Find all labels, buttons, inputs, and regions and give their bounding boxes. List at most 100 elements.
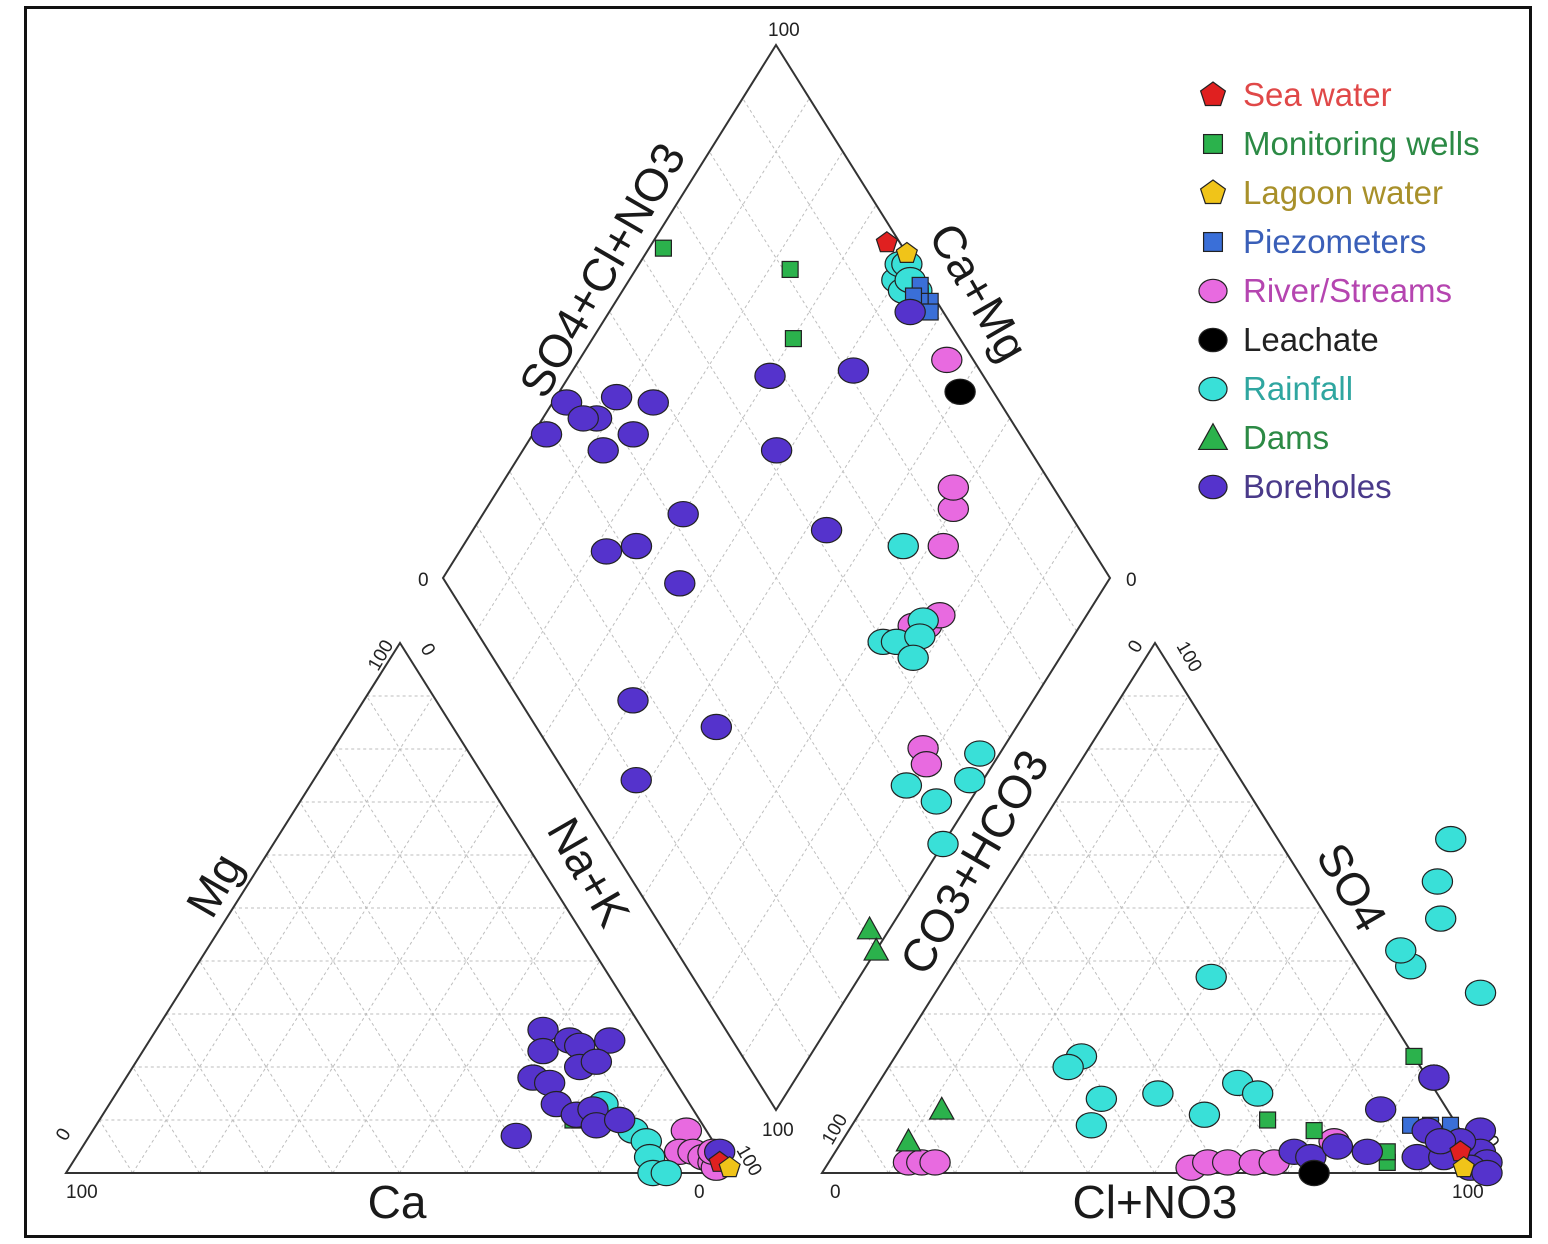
grid-line	[1087, 748, 1355, 1174]
point-anion-dams	[895, 1127, 922, 1152]
tick-diamond-left: 0	[418, 570, 429, 591]
grid-line	[366, 695, 667, 1174]
grid-line	[921, 1013, 1022, 1174]
legend-item-dams: Dams	[1197, 419, 1329, 456]
point-diamond-leachate	[944, 378, 976, 405]
point-anion-boreholes	[1364, 1096, 1397, 1123]
point-cation-lagoon-water	[718, 1155, 741, 1178]
legend-item-lagoon-water: Lagoon water	[1199, 174, 1443, 211]
point-anion-rainfall	[1188, 1101, 1221, 1128]
tick-cation-left: 0	[52, 1125, 75, 1145]
axis-title-mg: Mg	[176, 844, 253, 925]
legend-marker-leachate	[1198, 327, 1228, 353]
point-diamond-river-streams	[937, 474, 970, 501]
legend-label-river-streams: River/Streams	[1243, 272, 1452, 309]
legend-label-piezometers: Piezometers	[1243, 223, 1426, 260]
tick-cation-bottom-right: 0	[694, 1182, 705, 1203]
point-diamond-boreholes	[837, 357, 870, 384]
legend-label-monitoring-wells: Monitoring wells	[1243, 125, 1480, 162]
grid-line	[575, 364, 911, 898]
point-diamond-boreholes	[567, 405, 599, 432]
point-diamond-monitoring-wells	[784, 330, 802, 348]
point-diamond-boreholes	[590, 538, 623, 565]
tick-cation-apex-left: 100	[364, 637, 398, 675]
axis-title-na-k: Na+K	[537, 809, 640, 936]
figure-frame	[24, 6, 1532, 1238]
legend-swatch-piezometers	[1202, 231, 1224, 253]
point-anion-rainfall	[1464, 979, 1497, 1007]
point-diamond-rainfall	[964, 740, 996, 767]
grid-line	[642, 257, 977, 792]
point-cation-boreholes	[594, 1027, 626, 1054]
point-diamond-monitoring-wells	[654, 239, 672, 257]
legend-label-lagoon-water: Lagoon water	[1243, 174, 1443, 211]
point-diamond-boreholes	[894, 298, 926, 326]
point-diamond-river-streams	[910, 751, 943, 778]
legend-item-piezometers: Piezometers	[1202, 223, 1426, 260]
point-anion-boreholes	[1424, 1127, 1457, 1155]
point-diamond-river-streams	[931, 346, 963, 374]
point-anion-monitoring-wells	[1305, 1122, 1323, 1140]
point-diamond-boreholes	[620, 532, 653, 560]
point-anion-rainfall	[1195, 963, 1227, 991]
legend-swatch-rainfall	[1198, 376, 1228, 402]
point-diamond-boreholes	[754, 362, 786, 390]
legend-swatch-monitoring-wells	[1202, 133, 1224, 155]
point-anion-leachate	[1298, 1159, 1330, 1187]
point-cation-boreholes	[500, 1122, 532, 1150]
grid-line	[265, 801, 501, 1174]
grid-line	[1054, 801, 1288, 1174]
grid-line	[1154, 907, 1322, 1174]
point-cation-boreholes	[603, 1106, 636, 1134]
point-anion-lagoon-water	[1452, 1155, 1475, 1178]
tick-anion-bottom-right: 100	[1452, 1182, 1484, 1203]
grid-line	[509, 151, 844, 685]
legend-item-sea-water: Sea water	[1199, 76, 1392, 113]
point-diamond-rainfall	[890, 772, 923, 799]
point-anion-rainfall	[1142, 1080, 1174, 1107]
point-diamond-rainfall	[887, 532, 919, 560]
point-diamond-boreholes	[664, 570, 696, 597]
grid-line	[542, 204, 877, 738]
legend-item-river-streams: River/Streams	[1198, 272, 1452, 309]
legend: Sea water Monitoring wells Lagoon water …	[1197, 76, 1480, 505]
point-diamond-boreholes	[617, 687, 649, 714]
point-anion-boreholes	[1351, 1138, 1384, 1166]
grid-line	[1021, 801, 1256, 1174]
point-anion-rainfall	[1424, 905, 1457, 932]
axis-title-so4-cl-no3: SO4+Cl+NO3	[509, 134, 696, 406]
grid-line	[675, 204, 1011, 738]
point-diamond-boreholes	[587, 437, 619, 464]
legend-swatch-leachate	[1198, 327, 1228, 353]
tick-anion-left: 100	[818, 1111, 852, 1149]
legend-swatch-lagoon-water	[1199, 179, 1227, 205]
grid-line	[299, 801, 534, 1174]
legend-item-monitoring-wells: Monitoring wells	[1202, 125, 1480, 162]
axis-title-cl-no3: Cl+NO3	[1073, 1176, 1238, 1228]
legend-marker-rainfall	[1198, 376, 1228, 402]
legend-item-rainfall: Rainfall	[1198, 370, 1353, 407]
legend-swatch-boreholes	[1198, 474, 1228, 500]
grid-line	[132, 1066, 200, 1174]
tick-cation-bottom-left: 100	[66, 1182, 98, 1203]
data-points	[500, 231, 1503, 1187]
point-anion-river-streams	[1211, 1149, 1244, 1176]
point-diamond-boreholes	[617, 421, 649, 448]
grid-line	[1121, 695, 1421, 1174]
cation-triangle-outline	[64, 641, 735, 1174]
legend-marker-boreholes	[1198, 474, 1228, 500]
point-diamond-dams	[863, 937, 890, 961]
point-anion-rainfall	[1385, 937, 1417, 964]
legend-marker-monitoring-wells	[1202, 133, 1224, 155]
legend-label-leachate: Leachate	[1243, 321, 1379, 358]
legend-item-boreholes: Boreholes	[1198, 468, 1392, 505]
point-anion-boreholes	[1418, 1064, 1450, 1091]
grid-line	[642, 364, 977, 898]
point-diamond-boreholes	[600, 383, 633, 411]
grid-line	[854, 1119, 889, 1174]
tick-anion-bottom-left: 0	[830, 1182, 841, 1203]
point-diamond-boreholes	[667, 500, 699, 528]
grid-line	[475, 98, 810, 632]
legend-label-sea-water: Sea water	[1243, 76, 1392, 113]
